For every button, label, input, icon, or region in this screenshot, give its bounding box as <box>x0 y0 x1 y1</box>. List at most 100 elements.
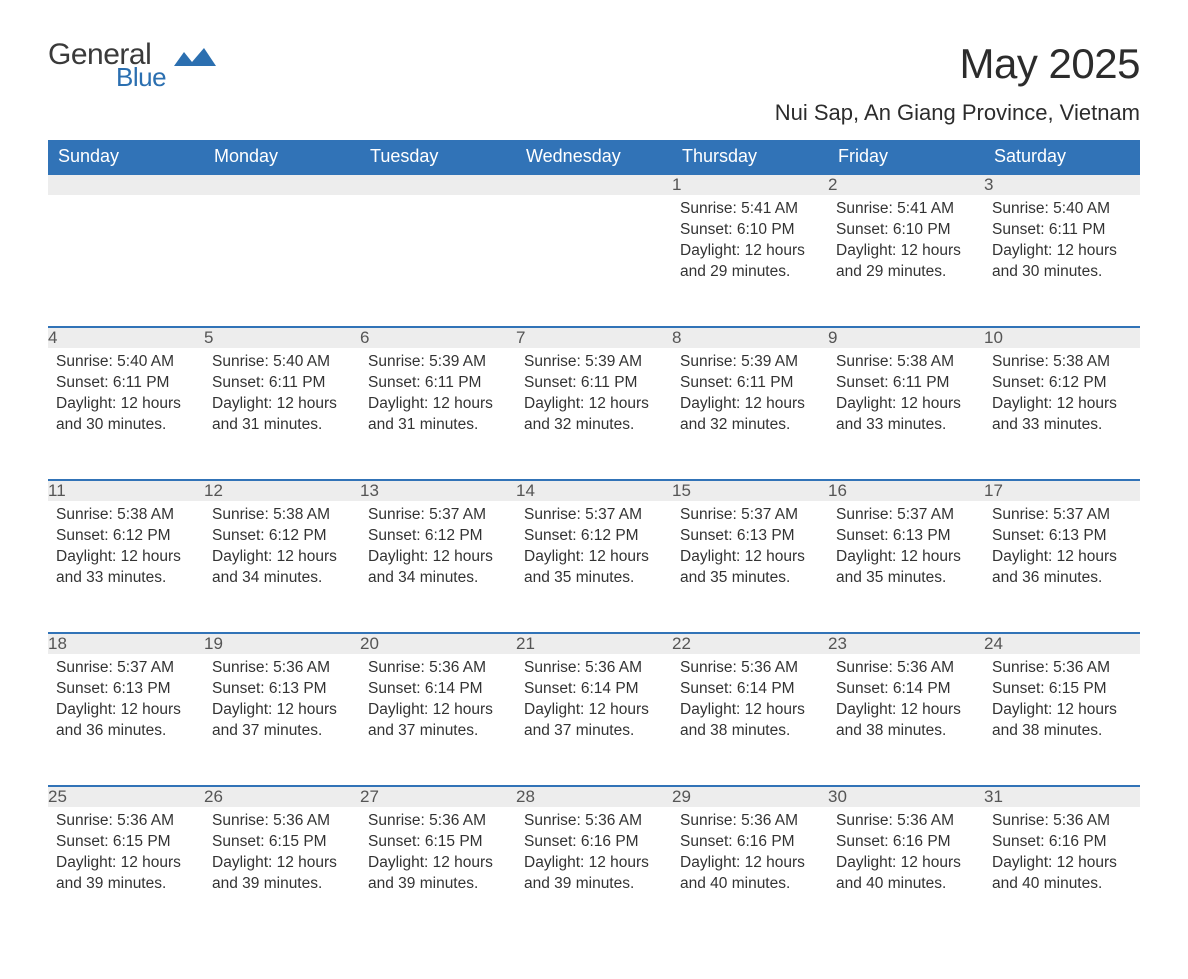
day-details: Sunrise: 5:37 AMSunset: 6:13 PMDaylight:… <box>48 654 204 752</box>
day-number: 30 <box>828 786 984 807</box>
day-cell: Sunrise: 5:40 AMSunset: 6:11 PMDaylight:… <box>48 348 204 480</box>
daylight-line: Daylight: 12 hours and 31 minutes. <box>368 394 508 436</box>
day-number: 26 <box>204 786 360 807</box>
empty-day-number <box>204 174 360 195</box>
day-number: 22 <box>672 633 828 654</box>
day-number: 13 <box>360 480 516 501</box>
daylight-line: Daylight: 12 hours and 39 minutes. <box>56 853 196 895</box>
day-cell: Sunrise: 5:37 AMSunset: 6:13 PMDaylight:… <box>984 501 1140 633</box>
day-details: Sunrise: 5:38 AMSunset: 6:12 PMDaylight:… <box>204 501 360 599</box>
sunrise-line: Sunrise: 5:36 AM <box>212 811 352 832</box>
day-number: 5 <box>204 327 360 348</box>
sunrise-line: Sunrise: 5:41 AM <box>680 199 820 220</box>
day-cell: Sunrise: 5:36 AMSunset: 6:14 PMDaylight:… <box>672 654 828 786</box>
daylight-line: Daylight: 12 hours and 40 minutes. <box>992 853 1132 895</box>
sunset-line: Sunset: 6:15 PM <box>56 832 196 853</box>
sunrise-line: Sunrise: 5:37 AM <box>56 658 196 679</box>
day-number: 31 <box>984 786 1140 807</box>
week-number-row: 18192021222324 <box>48 633 1140 654</box>
daylight-line: Daylight: 12 hours and 29 minutes. <box>680 241 820 283</box>
day-details: Sunrise: 5:36 AMSunset: 6:14 PMDaylight:… <box>672 654 828 752</box>
daylight-line: Daylight: 12 hours and 39 minutes. <box>524 853 664 895</box>
day-details: Sunrise: 5:36 AMSunset: 6:16 PMDaylight:… <box>672 807 828 905</box>
sunrise-line: Sunrise: 5:36 AM <box>992 811 1132 832</box>
daylight-line: Daylight: 12 hours and 33 minutes. <box>56 547 196 589</box>
week-content-row: Sunrise: 5:36 AMSunset: 6:15 PMDaylight:… <box>48 807 1140 939</box>
empty-day-number <box>48 174 204 195</box>
sunset-line: Sunset: 6:16 PM <box>680 832 820 853</box>
day-cell: Sunrise: 5:39 AMSunset: 6:11 PMDaylight:… <box>672 348 828 480</box>
day-details: Sunrise: 5:36 AMSunset: 6:14 PMDaylight:… <box>516 654 672 752</box>
day-details: Sunrise: 5:36 AMSunset: 6:14 PMDaylight:… <box>828 654 984 752</box>
day-cell: Sunrise: 5:36 AMSunset: 6:14 PMDaylight:… <box>360 654 516 786</box>
day-number: 29 <box>672 786 828 807</box>
daylight-line: Daylight: 12 hours and 32 minutes. <box>524 394 664 436</box>
sunrise-line: Sunrise: 5:36 AM <box>56 811 196 832</box>
day-details: Sunrise: 5:41 AMSunset: 6:10 PMDaylight:… <box>672 195 828 293</box>
sunset-line: Sunset: 6:11 PM <box>680 373 820 394</box>
brand-part2: Blue <box>116 64 166 90</box>
sunrise-line: Sunrise: 5:40 AM <box>212 352 352 373</box>
weekday-header: Sunday <box>48 140 204 174</box>
daylight-line: Daylight: 12 hours and 36 minutes. <box>56 700 196 742</box>
day-details: Sunrise: 5:41 AMSunset: 6:10 PMDaylight:… <box>828 195 984 293</box>
sunrise-line: Sunrise: 5:37 AM <box>368 505 508 526</box>
empty-day-cell <box>48 195 204 327</box>
sunrise-line: Sunrise: 5:38 AM <box>992 352 1132 373</box>
day-details: Sunrise: 5:40 AMSunset: 6:11 PMDaylight:… <box>48 348 204 446</box>
sunset-line: Sunset: 6:16 PM <box>836 832 976 853</box>
sunrise-line: Sunrise: 5:36 AM <box>992 658 1132 679</box>
day-details: Sunrise: 5:38 AMSunset: 6:11 PMDaylight:… <box>828 348 984 446</box>
daylight-line: Daylight: 12 hours and 38 minutes. <box>992 700 1132 742</box>
daylight-line: Daylight: 12 hours and 35 minutes. <box>836 547 976 589</box>
day-number: 27 <box>360 786 516 807</box>
sunset-line: Sunset: 6:15 PM <box>212 832 352 853</box>
daylight-line: Daylight: 12 hours and 37 minutes. <box>524 700 664 742</box>
day-cell: Sunrise: 5:36 AMSunset: 6:14 PMDaylight:… <box>828 654 984 786</box>
sunrise-line: Sunrise: 5:36 AM <box>524 811 664 832</box>
day-details: Sunrise: 5:36 AMSunset: 6:15 PMDaylight:… <box>984 654 1140 752</box>
daylight-line: Daylight: 12 hours and 30 minutes. <box>992 241 1132 283</box>
sunrise-line: Sunrise: 5:36 AM <box>524 658 664 679</box>
daylight-line: Daylight: 12 hours and 33 minutes. <box>836 394 976 436</box>
day-cell: Sunrise: 5:36 AMSunset: 6:16 PMDaylight:… <box>672 807 828 939</box>
sunrise-line: Sunrise: 5:38 AM <box>56 505 196 526</box>
sunset-line: Sunset: 6:10 PM <box>680 220 820 241</box>
day-cell: Sunrise: 5:38 AMSunset: 6:11 PMDaylight:… <box>828 348 984 480</box>
day-details: Sunrise: 5:36 AMSunset: 6:16 PMDaylight:… <box>516 807 672 905</box>
day-details: Sunrise: 5:40 AMSunset: 6:11 PMDaylight:… <box>204 348 360 446</box>
sunrise-line: Sunrise: 5:41 AM <box>836 199 976 220</box>
sunrise-line: Sunrise: 5:40 AM <box>992 199 1132 220</box>
day-number: 6 <box>360 327 516 348</box>
sunrise-line: Sunrise: 5:39 AM <box>680 352 820 373</box>
day-cell: Sunrise: 5:39 AMSunset: 6:11 PMDaylight:… <box>516 348 672 480</box>
day-details: Sunrise: 5:36 AMSunset: 6:15 PMDaylight:… <box>204 807 360 905</box>
day-number: 2 <box>828 174 984 195</box>
calendar-body: 123Sunrise: 5:41 AMSunset: 6:10 PMDaylig… <box>48 174 1140 939</box>
day-number: 19 <box>204 633 360 654</box>
sunset-line: Sunset: 6:13 PM <box>680 526 820 547</box>
sunset-line: Sunset: 6:16 PM <box>992 832 1132 853</box>
day-cell: Sunrise: 5:36 AMSunset: 6:13 PMDaylight:… <box>204 654 360 786</box>
day-number: 20 <box>360 633 516 654</box>
sunrise-line: Sunrise: 5:36 AM <box>836 811 976 832</box>
day-cell: Sunrise: 5:36 AMSunset: 6:16 PMDaylight:… <box>984 807 1140 939</box>
daylight-line: Daylight: 12 hours and 30 minutes. <box>56 394 196 436</box>
week-number-row: 45678910 <box>48 327 1140 348</box>
day-cell: Sunrise: 5:36 AMSunset: 6:14 PMDaylight:… <box>516 654 672 786</box>
sunrise-line: Sunrise: 5:36 AM <box>680 658 820 679</box>
sunset-line: Sunset: 6:13 PM <box>992 526 1132 547</box>
daylight-line: Daylight: 12 hours and 39 minutes. <box>212 853 352 895</box>
day-cell: Sunrise: 5:36 AMSunset: 6:15 PMDaylight:… <box>48 807 204 939</box>
week-number-row: 25262728293031 <box>48 786 1140 807</box>
header: General Blue May 2025 Nui Sap, An Giang … <box>48 40 1140 126</box>
sunset-line: Sunset: 6:11 PM <box>524 373 664 394</box>
day-number: 16 <box>828 480 984 501</box>
day-cell: Sunrise: 5:36 AMSunset: 6:16 PMDaylight:… <box>516 807 672 939</box>
daylight-line: Daylight: 12 hours and 32 minutes. <box>680 394 820 436</box>
sunset-line: Sunset: 6:11 PM <box>212 373 352 394</box>
empty-day-cell <box>204 195 360 327</box>
sunset-line: Sunset: 6:11 PM <box>836 373 976 394</box>
day-details: Sunrise: 5:37 AMSunset: 6:12 PMDaylight:… <box>360 501 516 599</box>
page-title: May 2025 <box>775 40 1140 88</box>
